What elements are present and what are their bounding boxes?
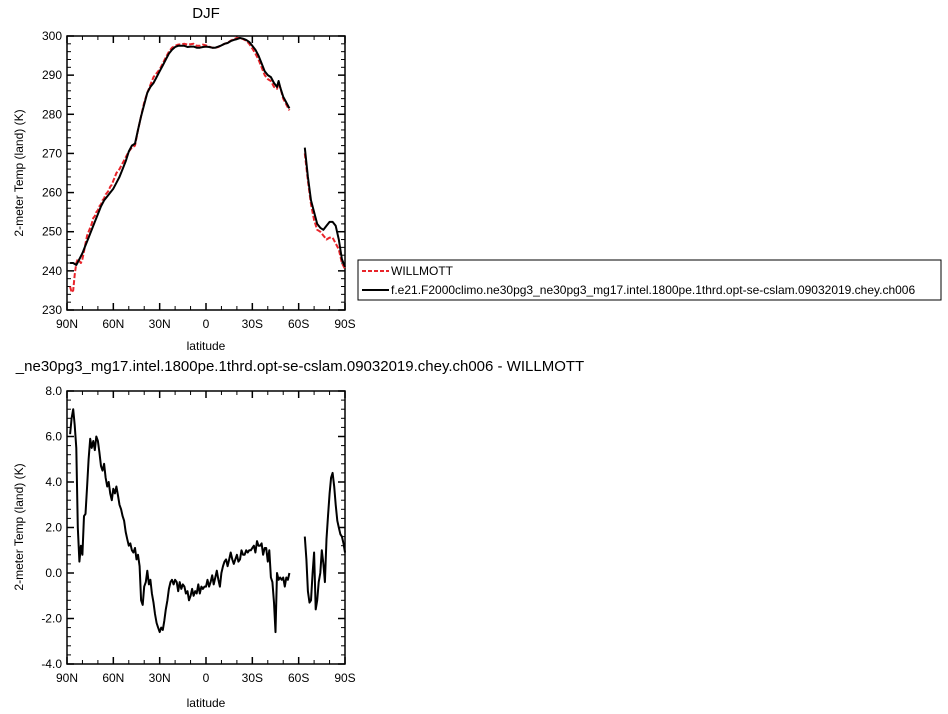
x-tick-label: 90S <box>334 317 355 331</box>
bottom-x-axis-label: latitude <box>187 696 226 710</box>
x-tick-label: 30N <box>149 317 171 331</box>
legend-label-willmott: WILLMOTT <box>391 264 454 278</box>
series-line-0-segment-1 <box>303 153 346 270</box>
x-tick-label: 90N <box>56 317 78 331</box>
y-tick-label: 2.0 <box>45 521 62 535</box>
y-tick-label: 290 <box>42 68 62 82</box>
top-y-axis-label: 2-meter Temp (land) (K) <box>12 109 26 236</box>
top-plot-frame <box>66 35 346 311</box>
x-tick-label: 0 <box>203 317 210 331</box>
top-series-lines <box>69 37 346 294</box>
top-x-ticks: 90N 60N 30N 0 30S 60S 90S <box>56 36 356 331</box>
y-tick-label: 4.0 <box>45 475 62 489</box>
series-line-1-segment-0 <box>70 37 291 266</box>
x-tick-label: 30S <box>242 317 263 331</box>
bottom-chart: _ne30pg3_mg17.intel.1800pe.1thrd.opt-se-… <box>12 358 584 710</box>
bottom-plot-frame <box>66 390 346 665</box>
x-tick-label: 90S <box>334 671 355 685</box>
legend-label-model: f.e21.F2000climo.ne30pg3_ne30pg3_mg17.in… <box>391 283 915 297</box>
x-tick-label: 0 <box>203 671 210 685</box>
y-tick-label: 8.0 <box>45 384 62 398</box>
x-tick-label: 60S <box>288 671 309 685</box>
series-line-0-segment-1 <box>303 471 346 611</box>
series-line-1-segment-1 <box>303 147 346 268</box>
series-line-0-segment-0 <box>69 37 291 294</box>
top-chart-title: DJF <box>192 5 220 22</box>
legend-box <box>357 259 942 301</box>
top-chart: DJF 230 240 250 260 270 280 290 300 90N 60N 30N 0 3… <box>12 5 356 353</box>
x-tick-label: 90N <box>56 671 78 685</box>
bottom-x-ticks: 90N 60N 30N 0 30S 60S 90S <box>56 391 356 685</box>
top-x-axis-label: latitude <box>187 339 226 353</box>
x-tick-label: 30S <box>242 671 263 685</box>
x-tick-label: 60S <box>288 317 309 331</box>
x-tick-label: 60N <box>102 317 124 331</box>
y-tick-label: 230 <box>42 303 62 317</box>
y-tick-label: 0.0 <box>45 566 62 580</box>
legend: WILLMOTT f.e21.F2000climo.ne30pg3_ne30pg… <box>357 259 942 301</box>
bottom-chart-title: _ne30pg3_mg17.intel.1800pe.1thrd.opt-se-… <box>15 358 584 375</box>
y-tick-label: 240 <box>42 264 62 278</box>
top-y-ticks: 230 240 250 260 270 280 290 300 <box>42 29 345 317</box>
y-tick-label: 270 <box>42 146 62 160</box>
y-tick-label: -4.0 <box>41 657 62 671</box>
y-tick-label: 260 <box>42 186 62 200</box>
y-tick-label: 6.0 <box>45 430 62 444</box>
y-tick-label: 250 <box>42 225 62 239</box>
y-tick-label: 300 <box>42 29 62 43</box>
series-line-0-segment-0 <box>69 408 291 634</box>
x-tick-label: 30N <box>149 671 171 685</box>
bottom-y-axis-label: 2-meter Temp (land) (K) <box>12 463 26 590</box>
bottom-y-ticks: -4.0 -2.0 0.0 2.0 4.0 6.0 8.0 <box>41 384 345 671</box>
bottom-series-lines <box>69 408 346 634</box>
y-tick-label: -2.0 <box>41 612 62 626</box>
x-tick-label: 60N <box>102 671 124 685</box>
y-tick-label: 280 <box>42 107 62 121</box>
